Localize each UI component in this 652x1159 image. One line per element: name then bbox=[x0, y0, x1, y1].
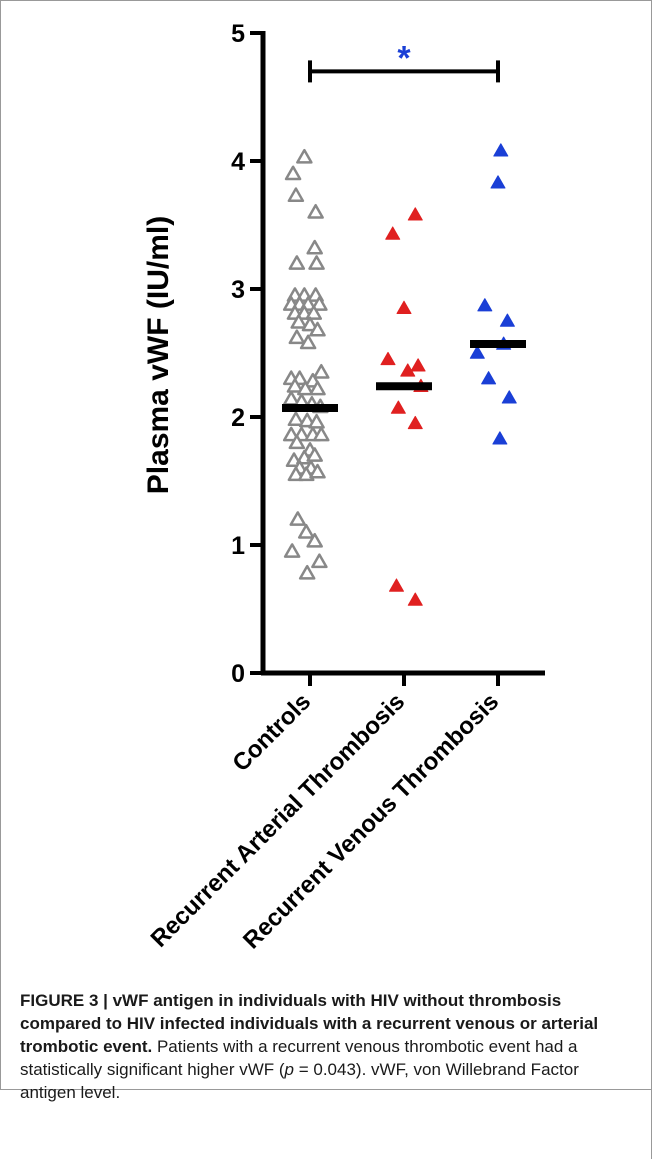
data-point bbox=[299, 334, 317, 350]
data-point bbox=[490, 175, 506, 189]
data-point bbox=[311, 296, 328, 311]
data-point bbox=[481, 371, 497, 385]
significance-label: * bbox=[397, 39, 411, 77]
data-point bbox=[306, 239, 323, 255]
data-point bbox=[407, 592, 423, 606]
data-point bbox=[308, 255, 325, 270]
data-point bbox=[290, 314, 307, 329]
data-point bbox=[309, 380, 326, 396]
data-point bbox=[284, 165, 302, 181]
data-point bbox=[407, 415, 423, 430]
y-tick-label: 4 bbox=[231, 148, 245, 176]
frame-top-border bbox=[0, 0, 652, 1]
data-point bbox=[313, 363, 330, 379]
caption-body-after: = 0.043). vWF, von Willebrand Factor ant… bbox=[20, 1060, 579, 1102]
y-tick-label: 5 bbox=[231, 20, 245, 48]
y-tick-label: 2 bbox=[231, 404, 245, 432]
data-point bbox=[499, 313, 515, 327]
data-point bbox=[309, 463, 326, 479]
data-point bbox=[287, 466, 305, 482]
frame-bottom-border bbox=[0, 1089, 652, 1090]
data-point bbox=[477, 298, 493, 312]
data-point bbox=[305, 305, 323, 320]
data-point bbox=[307, 203, 324, 219]
data-point bbox=[469, 345, 485, 359]
data-point bbox=[492, 431, 508, 445]
data-point bbox=[301, 316, 319, 332]
data-point bbox=[306, 532, 323, 548]
data-point bbox=[287, 187, 305, 203]
data-point bbox=[297, 380, 314, 396]
data-point bbox=[410, 358, 426, 372]
caption-p-symbol: p bbox=[284, 1060, 294, 1079]
data-point bbox=[298, 564, 316, 580]
data-point bbox=[493, 143, 509, 157]
data-point bbox=[380, 351, 396, 366]
data-point bbox=[388, 578, 404, 592]
frame-left-border bbox=[0, 0, 1, 1090]
data-point bbox=[288, 329, 306, 345]
caption-body-before: Patients with a recurrent venous thrombo… bbox=[20, 1037, 578, 1079]
y-tick-label: 1 bbox=[231, 532, 245, 560]
data-point bbox=[385, 226, 401, 240]
data-point bbox=[283, 543, 301, 558]
data-point bbox=[288, 434, 306, 450]
data-point bbox=[313, 426, 330, 442]
x-tick-label: Controls bbox=[227, 688, 316, 777]
figure-caption: FIGURE 3 | vWF antigen in individuals wi… bbox=[20, 989, 635, 1104]
data-point bbox=[400, 363, 416, 377]
data-point bbox=[501, 390, 517, 404]
data-point bbox=[407, 207, 423, 221]
data-point bbox=[309, 321, 326, 337]
caption-lead: FIGURE 3 | vWF antigen in individuals wi… bbox=[20, 991, 599, 1056]
data-point bbox=[286, 378, 304, 393]
data-point bbox=[306, 447, 323, 462]
data-point bbox=[390, 400, 406, 414]
y-tick-label: 3 bbox=[231, 276, 245, 304]
data-point bbox=[289, 511, 307, 526]
data-point bbox=[297, 523, 315, 539]
data-point bbox=[396, 300, 412, 314]
y-tick-label: 0 bbox=[231, 660, 245, 688]
data-point bbox=[296, 148, 313, 164]
data-point bbox=[287, 411, 305, 427]
chart-marks: * bbox=[282, 39, 526, 606]
data-point bbox=[288, 255, 306, 270]
data-point bbox=[308, 413, 325, 429]
data-point bbox=[311, 553, 328, 569]
y-axis-label: Plasma vWF (IU/ml) bbox=[142, 216, 175, 494]
